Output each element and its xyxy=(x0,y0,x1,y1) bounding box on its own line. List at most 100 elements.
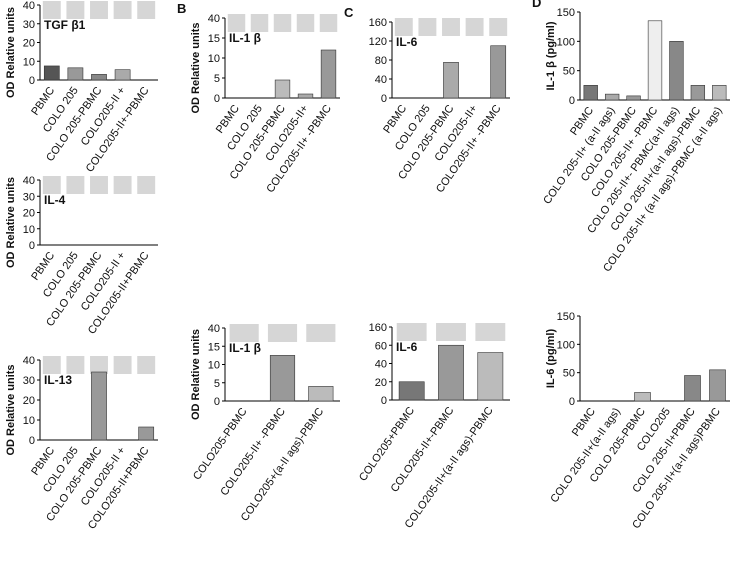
y-tick-label: 40 xyxy=(375,74,387,86)
bar xyxy=(604,93,620,101)
cytokine-label: TGF β1 xyxy=(44,18,86,32)
bar xyxy=(274,79,291,99)
bar xyxy=(709,369,726,402)
bar xyxy=(138,426,155,441)
y-tick-label: 100 xyxy=(557,339,575,351)
y-axis-label: OD Relative units xyxy=(5,7,17,98)
blot-spot xyxy=(229,324,259,342)
y-tick-label: 0 xyxy=(29,240,35,252)
bar xyxy=(647,20,663,101)
bar xyxy=(308,386,334,402)
blot-spot xyxy=(137,356,156,374)
y-axis-label: OD Relative units xyxy=(5,177,17,268)
blot-spot xyxy=(113,176,132,194)
bar xyxy=(690,85,706,101)
y-axis-label: OD Relative units xyxy=(190,22,202,113)
blot-spot xyxy=(396,323,427,341)
y-tick-label: 0 xyxy=(214,396,220,408)
blot-spot xyxy=(66,1,85,19)
y-tick-label: 60 xyxy=(375,340,387,352)
y-tick-label: 40 xyxy=(208,323,220,335)
y-axis-label: IL-1 β (pg/ml) xyxy=(545,21,557,90)
y-tick-label: 150 xyxy=(557,311,575,323)
y-tick-label: 120 xyxy=(369,36,387,48)
y-tick-label: 50 xyxy=(563,368,575,380)
y-tick-label: 0 xyxy=(29,435,35,447)
blot-spot xyxy=(113,1,132,19)
bar xyxy=(269,355,296,402)
bar xyxy=(320,49,337,99)
bar xyxy=(438,344,464,401)
y-tick-label: 0 xyxy=(569,95,575,107)
bar xyxy=(712,85,727,101)
bar xyxy=(583,85,598,101)
y-axis-label: IL-6 (pg/ml) xyxy=(545,329,557,389)
bar xyxy=(684,375,701,402)
bar xyxy=(669,41,684,101)
blot-spot xyxy=(113,356,132,374)
y-tick-label: 5 xyxy=(214,73,220,85)
blot-spot xyxy=(66,356,85,374)
cytokine-label: IL-6 xyxy=(396,340,418,354)
y-tick-label: 10 xyxy=(23,415,35,427)
blot-spot xyxy=(442,18,460,36)
blot-spot xyxy=(66,176,85,194)
blot-spot xyxy=(273,14,292,32)
y-tick-label: 20 xyxy=(23,208,35,220)
blot-spot xyxy=(137,1,156,19)
bar xyxy=(634,392,651,402)
blot-spot xyxy=(475,323,506,341)
blot-spot xyxy=(250,14,269,32)
y-tick-label: 10 xyxy=(23,224,35,236)
y-tick-label: 10 xyxy=(208,360,220,372)
y-tick-label: 150 xyxy=(557,7,575,19)
y-axis-label: OD Relative units xyxy=(190,329,202,420)
cytokine-label: IL-6 xyxy=(396,35,418,49)
y-tick-label: 20 xyxy=(375,377,387,389)
y-tick-label: 40 xyxy=(375,359,387,371)
blot-spot xyxy=(418,18,437,36)
panel-letter: C xyxy=(344,5,354,20)
panel-letter: B xyxy=(177,1,186,16)
blot-spot xyxy=(42,356,61,374)
y-tick-label: 40 xyxy=(23,175,35,187)
bar xyxy=(91,74,107,81)
bar xyxy=(297,93,314,99)
y-tick-label: 80 xyxy=(375,55,387,67)
bar xyxy=(398,381,425,401)
cytokine-label: IL-1 β xyxy=(229,341,261,355)
y-tick-label: 0 xyxy=(214,93,220,105)
y-tick-label: 0 xyxy=(381,395,387,407)
blot-spot xyxy=(489,18,508,36)
cytokine-label: IL-13 xyxy=(44,373,72,387)
blot-spot xyxy=(394,18,413,36)
y-tick-label: 5 xyxy=(214,378,220,390)
y-tick-label: 15 xyxy=(208,341,220,353)
y-tick-label: 30 xyxy=(23,375,35,387)
y-tick-label: 10 xyxy=(23,56,35,68)
y-tick-label: 30 xyxy=(23,19,35,31)
bar xyxy=(477,352,504,401)
blot-spot xyxy=(227,14,246,32)
blot-spot xyxy=(296,14,315,32)
y-tick-label: 20 xyxy=(23,38,35,50)
blot-spot xyxy=(42,176,61,194)
y-tick-label: 160 xyxy=(369,17,387,29)
blot-spot xyxy=(306,324,336,342)
y-tick-label: 40 xyxy=(23,355,35,367)
x-tick-label: COLO205+(a-II ags)-PBMC xyxy=(239,406,327,524)
y-tick-label: 50 xyxy=(563,66,575,78)
blot-spot xyxy=(42,1,61,19)
y-tick-label: 100 xyxy=(557,36,575,48)
bar xyxy=(43,65,60,81)
blot-spot xyxy=(436,323,466,341)
y-tick-label: 0 xyxy=(381,93,387,105)
y-tick-label: 15 xyxy=(208,33,220,45)
blot-spot xyxy=(90,356,108,374)
y-tick-label: 10 xyxy=(208,53,220,65)
y-tick-label: 40 xyxy=(23,0,35,12)
y-tick-label: 0 xyxy=(29,75,35,87)
panel-letter: D xyxy=(532,0,541,10)
bar xyxy=(443,62,459,99)
